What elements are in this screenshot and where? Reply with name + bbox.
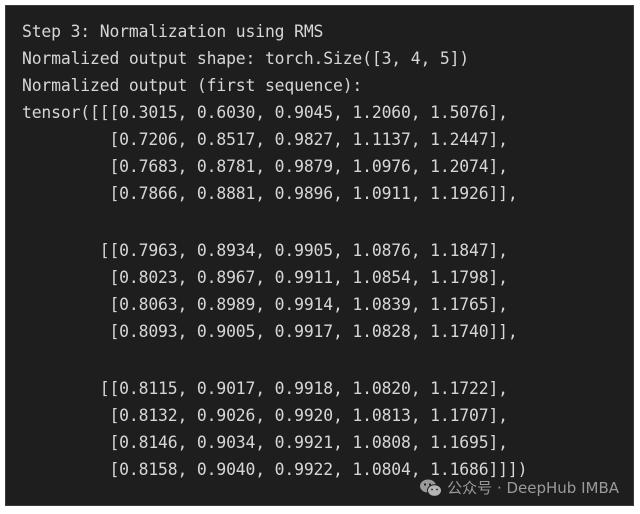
output-line: [0.8063, 0.8989, 0.9914, 1.0839, 1.1765]… [22, 295, 508, 314]
output-line: [[0.8115, 0.9017, 0.9918, 1.0820, 1.1722… [22, 379, 508, 398]
output-line [22, 345, 527, 375]
output-line: [0.8158, 0.9040, 0.9922, 1.0804, 1.1686]… [22, 460, 528, 479]
terminal-output-panel: Step 3: Normalization using RMS Normalize… [5, 5, 634, 506]
output-line: Normalized output shape: torch.Size([3, … [22, 49, 470, 68]
output-line: tensor([[[0.3015, 0.6030, 0.9045, 1.2060… [22, 103, 508, 122]
output-line: [[0.7963, 0.8934, 0.9905, 1.0876, 1.1847… [22, 241, 508, 260]
output-line: [0.8023, 0.8967, 0.9911, 1.0854, 1.1798]… [22, 268, 508, 287]
output-line: Step 3: Normalization using RMS [22, 22, 324, 41]
output-line: [0.7206, 0.8517, 0.9827, 1.1137, 1.2447]… [22, 130, 508, 149]
output-line [22, 207, 527, 237]
output-line: Normalized output (first sequence): [22, 76, 363, 95]
watermark: 公众号 · DeepHub IMBA [419, 477, 619, 498]
output-line: [0.8093, 0.9005, 0.9917, 1.0828, 1.1740]… [22, 322, 518, 341]
watermark-text: 公众号 · DeepHub IMBA [447, 479, 619, 497]
output-line: [0.7683, 0.8781, 0.9879, 1.0976, 1.2074]… [22, 157, 508, 176]
output-line: [0.8132, 0.9026, 0.9920, 1.0813, 1.1707]… [22, 406, 508, 425]
output-line: [0.8146, 0.9034, 0.9921, 1.0808, 1.1695]… [22, 433, 508, 452]
terminal-output: Step 3: Normalization using RMS Normalize… [22, 18, 527, 483]
output-line: [0.7866, 0.8881, 0.9896, 1.0911, 1.1926]… [22, 184, 518, 203]
wechat-icon [420, 479, 443, 497]
